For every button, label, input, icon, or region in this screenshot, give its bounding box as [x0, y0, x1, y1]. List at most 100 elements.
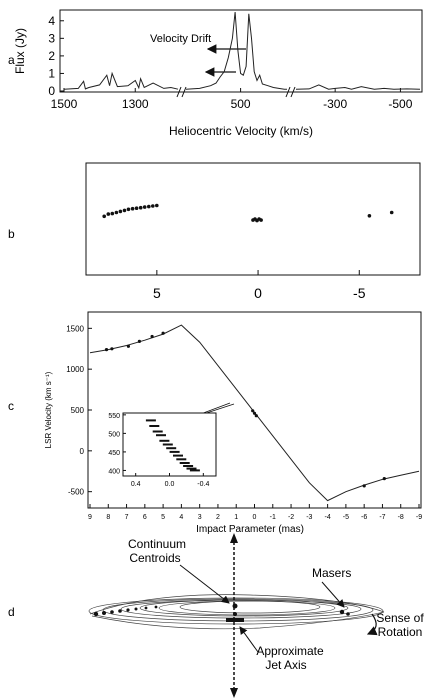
maser-velocity-point: [251, 409, 255, 413]
spectrum-x-tick-label: 1500: [51, 97, 78, 111]
rotation-x-tick-label: -1: [270, 514, 276, 521]
disk-model-diagram: Continuum Centroids Masers Sense of Rotati…: [88, 533, 424, 698]
maser-spot: [147, 204, 151, 209]
maser-spot: [106, 212, 111, 216]
continuum-centroid: [232, 603, 238, 609]
maser-velocity-point: [137, 339, 141, 343]
rotation-x-tick-label: -9: [416, 514, 422, 521]
rotation-x-tick-label: 1: [234, 514, 238, 521]
positions-x-tick-label: 5: [153, 285, 161, 301]
rotation-y-tick-label: -500: [68, 488, 85, 497]
maser-velocity-point: [254, 414, 258, 418]
panel-label-d: d: [8, 605, 15, 619]
maser-spot: [122, 208, 127, 213]
rotation-x-tick-label: 5: [161, 514, 165, 521]
rotation-x-tick-label: 9: [88, 514, 92, 521]
maser-spot: [114, 210, 119, 215]
spectrum-y-tick-label: 0: [48, 84, 55, 98]
spectrum-x-axis-label: Heliocentric Velocity (km/s): [169, 124, 313, 138]
rotation-x-tick-label: -2: [288, 514, 294, 521]
inset-x-tick-label: 0.0: [165, 481, 175, 488]
rotation-x-tick-label: 0: [253, 514, 257, 521]
axis-break-left: [176, 86, 187, 98]
label-jet-axis: Approximate Jet Axis: [256, 644, 324, 672]
inset-y-tick-label: 400: [108, 468, 120, 475]
spectrum-y-tick-label: 3: [48, 31, 55, 45]
disk-rings: [88, 594, 385, 630]
maser-spot: [259, 218, 263, 222]
inset-x-tick-label: 0.4: [131, 481, 141, 488]
spectrum-line: [295, 84, 421, 90]
disk-center-masers: [226, 618, 244, 622]
rotation-x-tick-label: 4: [179, 514, 183, 521]
maser-position-panel: 5 0 -5: [85, 162, 421, 301]
maser-spot: [138, 205, 143, 210]
inset-y-tick-label: 450: [108, 450, 120, 457]
positions-x-tick-label: 0: [254, 285, 262, 301]
label-continuum-centroids: Continuum Centroids: [128, 537, 186, 565]
spectrum-y-tick-label: 1: [48, 66, 55, 80]
maser-velocity-point: [150, 334, 154, 339]
maser-spot: [130, 206, 135, 211]
rotation-x-tick-label: 8: [106, 514, 110, 521]
maser-spot: [110, 211, 115, 216]
continuum-centroid: [233, 612, 237, 616]
rotation-arrow: [366, 613, 378, 636]
rotation-x-tick-label: -5: [343, 514, 349, 521]
rotation-x-tick-label: -3: [306, 514, 312, 521]
rotation-y-tick-label: 1500: [66, 324, 84, 333]
maser-spot: [151, 204, 155, 208]
maser-velocity-point: [252, 411, 257, 415]
spectrum-x-tick-label: 500: [231, 97, 251, 111]
maser-spot: [134, 206, 139, 210]
positions-x-tick-label: -5: [353, 285, 366, 301]
maser-velocity-point: [362, 484, 366, 488]
inset-y-tick-label: 550: [108, 413, 120, 420]
axis-break-right: [285, 86, 296, 98]
maser-spot: [142, 205, 147, 209]
jet-leader-line: [239, 626, 259, 653]
masers-leader-line: [321, 581, 345, 608]
panel-label-b: b: [8, 227, 15, 241]
rotation-y-tick-label: 0: [80, 447, 85, 456]
maser-velocity-point: [161, 331, 165, 335]
rotation-y-tick-label: 500: [71, 406, 85, 415]
panel-label-a: a: [8, 53, 15, 67]
maser-velocity-point: [110, 347, 114, 351]
rotation-x-tick-label: 2: [216, 514, 220, 521]
rotation-x-tick-label: -8: [398, 514, 404, 521]
spectrum-y-tick-label: 2: [48, 49, 55, 63]
maser-spot: [155, 203, 159, 208]
spectrum-y-axis-label: Flux (Jy): [13, 28, 27, 74]
inset-y-tick-label: 500: [108, 431, 120, 438]
maser-spot: [367, 214, 372, 218]
spectrum-x-tick-label: -300: [323, 97, 347, 111]
spectrum-line: [63, 71, 179, 90]
rotation-y-axis-label: LSR Velocity (km s⁻¹): [44, 371, 53, 448]
continuum-leader-line: [179, 564, 230, 604]
maser-velocity-point: [126, 344, 130, 348]
maser-spot: [126, 207, 131, 212]
rotation-x-tick-label: -7: [379, 514, 385, 521]
rotation-y-tick-label: 1000: [66, 365, 84, 374]
rotation-x-tick-label: 3: [198, 514, 202, 521]
maser-spot: [118, 209, 123, 214]
spectrum-x-tick-label: -500: [388, 97, 412, 111]
disk-maser-dots: [93, 605, 350, 617]
rotation-x-tick-label: -6: [361, 514, 367, 521]
spectrum-x-tick-label: 1300: [122, 97, 149, 111]
positions-frame: [85, 162, 421, 276]
spectrum-annotation: Velocity Drift: [150, 33, 211, 45]
label-masers: Masers: [312, 566, 351, 580]
label-sense-of-rotation: Sense of Rotation: [376, 611, 424, 639]
rotation-curve-panel: LSR Velocity (km s⁻¹) Impact Parameter (…: [44, 311, 422, 535]
spectrum-y-tick-label: 4: [48, 14, 55, 28]
maser-spot: [389, 210, 394, 215]
panel-label-c: c: [8, 399, 14, 413]
rotation-x-axis-label: Impact Parameter (mas): [196, 524, 304, 535]
rotation-x-tick-label: 6: [143, 514, 147, 521]
jet-axis-top-arrowhead: [230, 533, 238, 543]
rotation-x-tick-label: 7: [125, 514, 129, 521]
spectrum-line: [185, 11, 287, 90]
